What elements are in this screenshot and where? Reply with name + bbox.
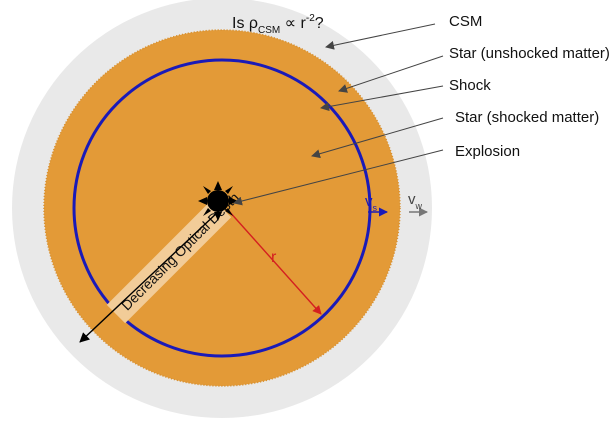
- label-shock: Shock: [449, 77, 491, 94]
- label-star-unshocked: Star (unshocked matter): [449, 45, 610, 62]
- explosion-core: [207, 190, 229, 212]
- explosion-spike-nw: [203, 186, 211, 194]
- leader-explosion: [233, 149, 444, 206]
- wind-velocity-label: vw: [408, 191, 423, 211]
- explosion-spike-s: [214, 212, 222, 221]
- explosion-spike-n: [214, 181, 222, 190]
- shock-front: [72, 58, 372, 358]
- leader-shock: [320, 85, 444, 112]
- leader-star-shocked: [311, 117, 444, 159]
- explosion-spike-se: [225, 208, 233, 216]
- label-star-shocked: Star (shocked matter): [455, 109, 599, 126]
- leader-star-unshocked: [338, 55, 444, 93]
- radius-arrow: [227, 209, 322, 315]
- explosion-spike-ne: [225, 186, 233, 194]
- shock-velocity-label: vs: [365, 193, 378, 213]
- csm-density-question: Is ρCSM ∝ r-2?: [232, 13, 324, 36]
- label-explosion: Explosion: [455, 143, 520, 160]
- label-csm: CSM: [449, 13, 482, 30]
- explosion-spike-w: [198, 197, 207, 205]
- explosion-marker: [198, 181, 238, 221]
- leader-csm: [325, 23, 436, 50]
- radius-label: r: [271, 249, 277, 266]
- explosion-spike-sw: [203, 208, 211, 216]
- optical-depth-arrow: [79, 210, 220, 343]
